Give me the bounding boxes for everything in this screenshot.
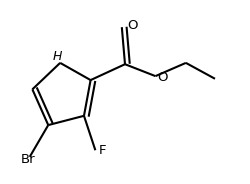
Text: H: H	[52, 50, 62, 63]
Text: F: F	[98, 144, 106, 157]
Text: O: O	[128, 19, 138, 32]
Text: Br: Br	[21, 153, 36, 166]
Text: O: O	[157, 71, 167, 84]
